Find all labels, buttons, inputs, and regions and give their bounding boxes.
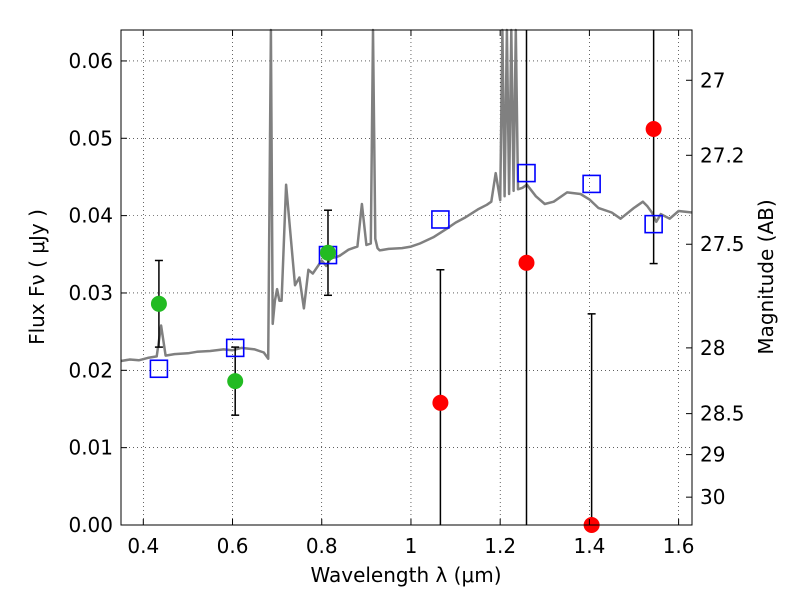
y2-tick-label: 30 <box>700 485 725 509</box>
y-tick-label: 0.01 <box>68 436 113 460</box>
model-square <box>431 210 450 229</box>
spectrum-path <box>120 28 693 363</box>
observed-points <box>150 121 662 533</box>
plot-frame <box>120 29 693 526</box>
x-tick-labels: 0.4 0.6 0.8 1 1.2 1.4 1.6 <box>127 534 694 558</box>
spectrum-line <box>120 28 693 363</box>
y-tick-labels: 0.00 0.01 0.02 0.03 0.04 0.05 0.06 <box>68 49 113 537</box>
y-tick-label: 0.00 <box>68 513 113 537</box>
data-point <box>645 121 662 137</box>
y2-tick-label: 27 <box>700 68 725 92</box>
y2-tick-label: 27.2 <box>700 143 745 167</box>
y-tick-label: 0.02 <box>68 358 113 382</box>
grid-lines <box>121 30 692 526</box>
y-tick-label: 0.04 <box>68 204 113 228</box>
data-point <box>227 373 244 390</box>
model-square <box>644 214 663 234</box>
y2-tick-label: 29 <box>700 443 725 467</box>
x-tick-label: 0.6 <box>217 534 249 558</box>
data-point <box>518 254 535 271</box>
data-point <box>150 295 167 312</box>
x-tick-label: 1 <box>405 534 418 558</box>
y2-tick-label: 27.5 <box>700 232 745 256</box>
y-tick-label: 0.05 <box>68 126 113 150</box>
x-tick-label: 1.2 <box>484 534 516 558</box>
x-axis-label: Wavelength λ (μm) <box>310 563 501 587</box>
x-tick-label: 0.8 <box>306 534 338 558</box>
model-square <box>582 174 601 194</box>
y-axis-label: Flux Fν ( μJy ) <box>25 209 49 345</box>
axis-ticks <box>121 30 692 526</box>
y2-axis-label: Magnitude (AB) <box>754 199 778 354</box>
x-tick-label: 0.4 <box>127 534 159 558</box>
error-bars <box>154 30 658 525</box>
y-tick-label: 0.03 <box>68 281 113 305</box>
y2-tick-label: 28 <box>700 336 725 360</box>
model-square <box>225 338 245 358</box>
model-square <box>149 359 169 379</box>
data-point <box>319 244 336 261</box>
y2-tick-labels: 27 27.2 27.5 28 28.5 29 30 <box>700 68 745 509</box>
y-tick-label: 0.06 <box>68 49 113 73</box>
x-tick-label: 1.6 <box>663 534 695 558</box>
x-tick-label: 1.4 <box>573 534 605 558</box>
data-point <box>432 394 449 411</box>
model-square <box>517 163 536 183</box>
y2-tick-label: 28.5 <box>700 402 745 426</box>
